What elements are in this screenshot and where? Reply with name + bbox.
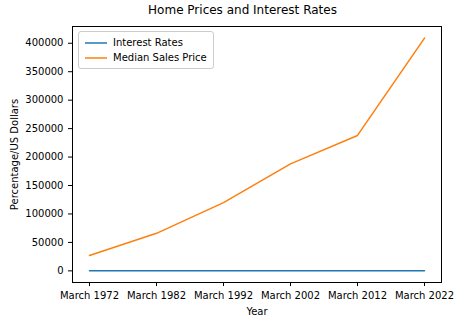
- svg-text:200000: 200000: [25, 151, 63, 162]
- svg-text:Percentage/US Dollars: Percentage/US Dollars: [9, 99, 20, 210]
- svg-text:250000: 250000: [25, 123, 63, 134]
- svg-text:300000: 300000: [25, 94, 63, 105]
- svg-text:350000: 350000: [25, 66, 63, 77]
- svg-text:March 1982: March 1982: [127, 290, 186, 301]
- svg-text:100000: 100000: [25, 208, 63, 219]
- html-text:Home Prices and Interest Rates: Home Prices and Interest Rates: [148, 3, 337, 17]
- svg-text:March 2022: March 2022: [395, 290, 454, 301]
- html-text:Interest Rates: Interest Rates: [113, 37, 183, 48]
- svg-text:150000: 150000: [25, 180, 63, 191]
- svg-text:March 2002: March 2002: [261, 290, 320, 301]
- svg-text:March 2012: March 2012: [328, 290, 387, 301]
- svg-text:Year: Year: [245, 306, 268, 317]
- svg-text:400000: 400000: [25, 37, 63, 48]
- svg-text:0: 0: [57, 265, 63, 276]
- html-text:Median Sales Price: Median Sales Price: [113, 52, 207, 63]
- svg-text:50000: 50000: [32, 237, 64, 248]
- svg-text:March 1972: March 1972: [60, 290, 119, 301]
- svg-text:March 1992: March 1992: [194, 290, 253, 301]
